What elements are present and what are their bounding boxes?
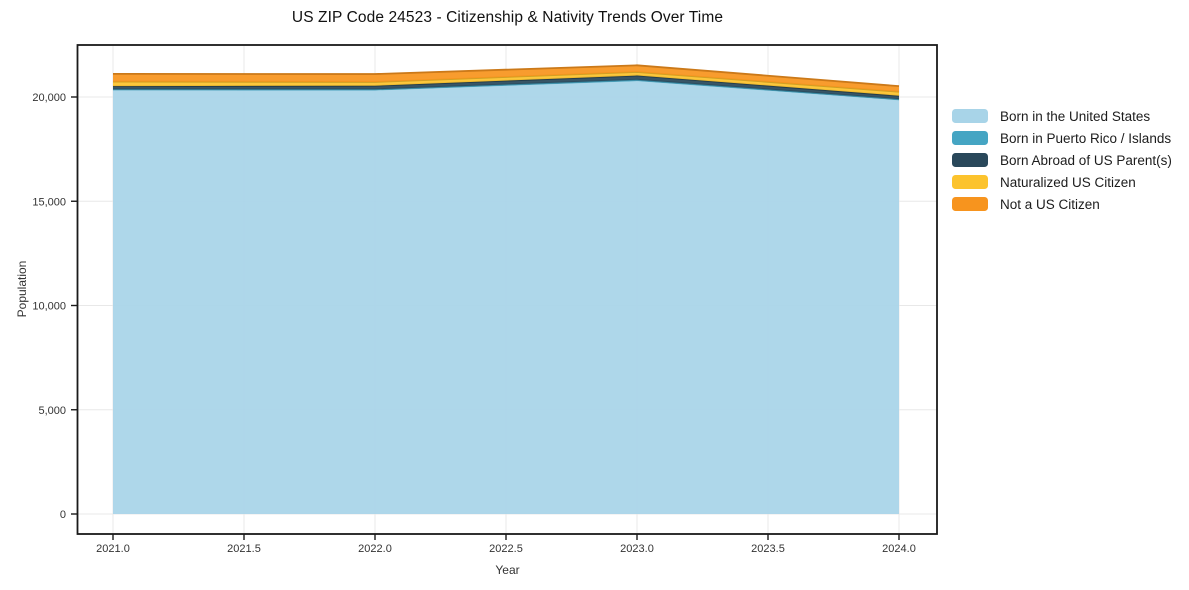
y-tick-label: 5,000: [38, 405, 66, 417]
legend-label: Not a US Citizen: [1000, 196, 1100, 212]
legend-swatch: [952, 109, 988, 123]
plot-border: [76, 44, 938, 535]
x-tick-label: 2022.0: [358, 543, 392, 555]
area-series-0[interactable]: [113, 81, 899, 515]
legend: Born in the United States Born in Puerto …: [952, 109, 1172, 219]
y-tick-label: 20,000: [32, 92, 66, 104]
chart-title: US ZIP Code 24523 - Citizenship & Nativi…: [291, 9, 724, 26]
y-tick-label: 0: [60, 509, 66, 521]
area-series-4[interactable]: [113, 65, 899, 92]
legend-item-1[interactable]: Born in Puerto Rico / Islands: [952, 130, 1172, 146]
legend-label: Naturalized US Citizen: [1000, 174, 1136, 190]
area-series-line-4: [112, 64, 900, 88]
x-tick-label: 2023.0: [620, 543, 654, 555]
legend-item-3[interactable]: Naturalized US Citizen: [952, 174, 1172, 190]
x-tick-label: 2021.0: [96, 543, 130, 555]
x-tick-label: 2023.5: [751, 543, 785, 555]
area-series-3[interactable]: [113, 71, 899, 96]
x-tick-label: 2024.0: [882, 543, 916, 555]
legend-swatch: [952, 153, 988, 167]
legend-item-0[interactable]: Born in the United States: [952, 108, 1172, 124]
legend-label: Born in the United States: [1000, 108, 1151, 124]
y-tick-label: 10,000: [32, 301, 66, 313]
legend-item-2[interactable]: Born Abroad of US Parent(s): [952, 152, 1172, 168]
y-axis-title: Population: [15, 260, 29, 318]
legend-swatch: [952, 175, 988, 189]
y-tick-label: 15,000: [32, 196, 66, 208]
legend-item-4[interactable]: Not a US Citizen: [952, 196, 1172, 212]
legend-swatch: [952, 197, 988, 211]
x-axis-title: Year: [495, 563, 520, 577]
legend-label: Born in Puerto Rico / Islands: [1000, 130, 1172, 146]
x-tick-label: 2022.5: [489, 543, 523, 555]
x-tick-label: 2021.5: [227, 543, 261, 555]
legend-label: Born Abroad of US Parent(s): [1000, 152, 1172, 168]
legend-swatch: [952, 131, 988, 145]
